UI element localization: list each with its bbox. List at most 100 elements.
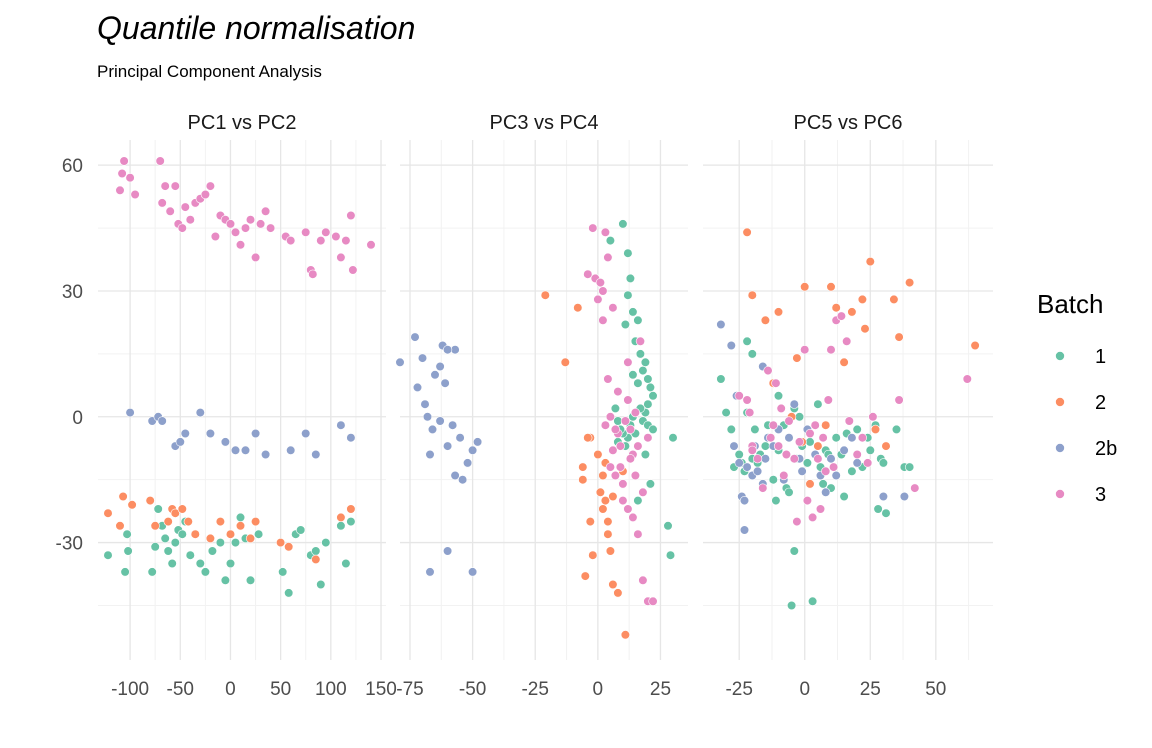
- data-point: [603, 529, 613, 539]
- data-point: [628, 370, 638, 380]
- data-point: [638, 487, 648, 497]
- data-point: [235, 521, 246, 531]
- data-point: [183, 516, 193, 527]
- data-point: [640, 449, 651, 460]
- data-point: [865, 445, 875, 455]
- data-point: [807, 512, 818, 523]
- data-point: [802, 458, 813, 468]
- data-point: [904, 462, 915, 472]
- x-tick-label: 150: [365, 679, 397, 700]
- data-point: [130, 189, 140, 200]
- data-point: [721, 408, 731, 418]
- data-point: [638, 575, 648, 585]
- data-point: [150, 542, 160, 552]
- data-point: [752, 466, 763, 476]
- x-tick-label: 0: [593, 679, 604, 700]
- data-point: [868, 412, 878, 422]
- data-point: [633, 529, 643, 539]
- x-tick-label: -25: [521, 679, 548, 700]
- data-point: [625, 424, 636, 435]
- data-point: [623, 290, 633, 300]
- data-point: [185, 215, 195, 225]
- data-point: [603, 516, 613, 527]
- series-3: [583, 223, 658, 606]
- data-point: [643, 433, 653, 443]
- data-point: [251, 428, 261, 439]
- data-point: [311, 449, 321, 460]
- data-point: [781, 449, 792, 460]
- data-point: [410, 332, 420, 342]
- data-point: [645, 479, 656, 489]
- data-point: [805, 428, 815, 439]
- data-point: [648, 596, 658, 606]
- data-point: [165, 206, 175, 216]
- data-point: [153, 504, 163, 514]
- data-point: [366, 240, 376, 250]
- data-point: [605, 236, 616, 246]
- data-point: [123, 546, 133, 556]
- data-point: [784, 433, 794, 443]
- data-point: [776, 403, 786, 414]
- data-point: [420, 399, 430, 409]
- legend-label: 3: [1095, 484, 1106, 506]
- data-point: [899, 491, 910, 502]
- data-point: [842, 336, 852, 346]
- legend: Batch 1 2 2b 3: [1037, 289, 1117, 506]
- data-point: [430, 370, 440, 380]
- series-2b: [395, 332, 483, 577]
- legend-title: Batch: [1037, 289, 1104, 319]
- data-point: [286, 236, 296, 246]
- data-point: [251, 516, 261, 527]
- data-point: [826, 282, 836, 292]
- x-tick-label: -75: [396, 679, 423, 700]
- data-point: [620, 319, 631, 330]
- panel-1: -100 -50 0 50 100 150 PC1 vs PC2: [98, 112, 397, 700]
- legend-label: 2b: [1095, 438, 1117, 460]
- data-point: [443, 345, 453, 355]
- data-point: [578, 475, 588, 485]
- data-point: [603, 252, 613, 262]
- data-point: [427, 424, 438, 435]
- data-point: [448, 420, 458, 430]
- data-point: [863, 458, 873, 468]
- y-axis: -30 0 30 60: [56, 156, 83, 554]
- data-point: [739, 525, 750, 535]
- data-point: [210, 231, 220, 242]
- data-point: [610, 424, 621, 435]
- data-point: [266, 223, 276, 233]
- data-point: [839, 445, 849, 455]
- data-point: [160, 181, 170, 191]
- data-point: [348, 265, 358, 275]
- data-point: [742, 462, 752, 472]
- data-point: [630, 408, 641, 418]
- data-point: [308, 269, 318, 279]
- data-point: [336, 420, 346, 430]
- data-point: [839, 491, 849, 502]
- data-point: [245, 533, 256, 544]
- data-point: [789, 399, 799, 409]
- data-point: [346, 433, 356, 443]
- data-point: [155, 156, 165, 166]
- data-point: [598, 286, 608, 296]
- data-point: [805, 437, 815, 447]
- data-point: [316, 236, 326, 246]
- data-point: [818, 433, 828, 443]
- data-point: [747, 349, 757, 359]
- data-point: [638, 366, 648, 376]
- data-point: [443, 546, 453, 556]
- data-point: [412, 382, 423, 393]
- data-point: [665, 550, 676, 560]
- data-point: [125, 173, 135, 183]
- data-point: [251, 252, 261, 262]
- data-point: [425, 449, 435, 460]
- data-point: [278, 567, 288, 577]
- series-2b: [125, 408, 356, 460]
- data-point: [147, 567, 157, 577]
- data-point: [417, 353, 428, 363]
- data-point: [341, 236, 351, 246]
- data-point: [792, 516, 802, 527]
- data-point: [826, 345, 836, 355]
- data-point: [215, 537, 225, 548]
- data-point: [180, 202, 190, 212]
- data-point: [440, 378, 450, 388]
